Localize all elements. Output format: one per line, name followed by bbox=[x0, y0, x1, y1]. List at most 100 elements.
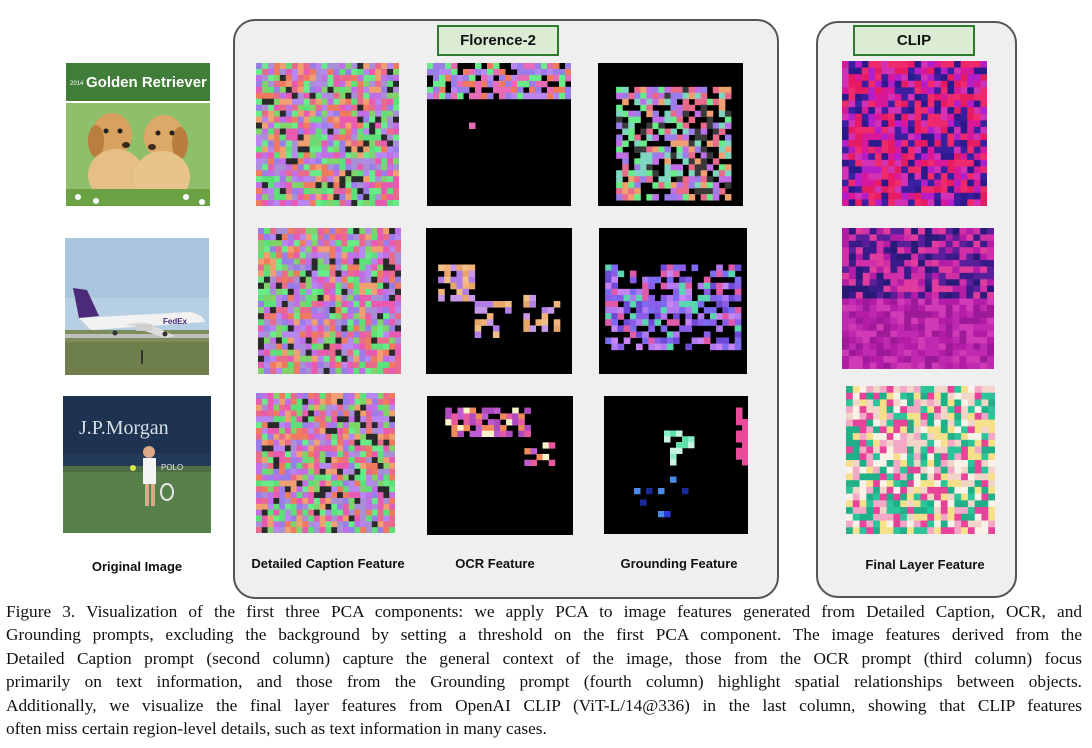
feature-cell bbox=[387, 63, 394, 70]
feature-cell bbox=[634, 92, 641, 100]
feature-cell bbox=[866, 480, 874, 488]
feature-cell bbox=[296, 498, 303, 505]
feature-cell bbox=[861, 173, 869, 181]
feature-cell bbox=[329, 270, 336, 278]
feature-cell bbox=[883, 285, 891, 293]
feature-cell bbox=[712, 188, 720, 195]
feature-cell bbox=[861, 179, 869, 187]
feature-cell bbox=[947, 507, 955, 515]
feature-cell bbox=[616, 170, 623, 177]
feature-cell bbox=[529, 68, 536, 76]
feature-cell bbox=[308, 422, 315, 429]
feature-cell bbox=[907, 186, 915, 194]
feature-cell bbox=[859, 486, 867, 495]
feature-cell bbox=[389, 294, 396, 302]
feature-cell bbox=[279, 164, 287, 171]
feature-cell bbox=[293, 246, 301, 253]
feature-cell bbox=[967, 173, 975, 181]
feature-cell bbox=[273, 468, 280, 476]
feature-cell bbox=[327, 110, 334, 118]
detailed-caption-feature-tennis bbox=[256, 393, 395, 533]
feature-cell bbox=[960, 146, 968, 154]
feature-cell bbox=[371, 503, 379, 511]
feature-cell bbox=[861, 93, 869, 102]
feature-cell bbox=[261, 521, 269, 528]
feature-cell bbox=[960, 100, 968, 108]
feature-cell bbox=[363, 80, 370, 88]
feature-cell bbox=[371, 325, 378, 332]
feature-cell bbox=[900, 439, 908, 448]
feature-cell bbox=[947, 446, 955, 454]
feature-cell bbox=[375, 63, 382, 70]
feature-cell bbox=[927, 133, 935, 141]
feature-cell bbox=[263, 276, 271, 284]
feature-cell bbox=[874, 186, 883, 194]
feature-cell bbox=[371, 258, 378, 265]
feature-cell bbox=[906, 480, 915, 488]
feature-cell bbox=[261, 463, 269, 470]
feature-cell bbox=[279, 416, 286, 423]
feature-cell bbox=[468, 264, 476, 272]
feature-cell bbox=[866, 446, 874, 454]
feature-cell bbox=[258, 325, 265, 332]
feature-cell bbox=[269, 301, 277, 308]
feature-cell bbox=[940, 166, 948, 174]
feature-cell bbox=[341, 228, 348, 235]
feature-cell bbox=[341, 367, 348, 374]
feature-cell bbox=[317, 361, 325, 369]
label-detailed-caption-feature: Detailed Caption Feature bbox=[251, 556, 405, 571]
feature-cell bbox=[329, 246, 336, 253]
feature-cell bbox=[710, 313, 717, 320]
feature-cell bbox=[529, 92, 536, 100]
feature-cell bbox=[285, 68, 293, 76]
feature-cell bbox=[842, 228, 850, 235]
feature-cell bbox=[451, 419, 458, 426]
feature-cell bbox=[688, 92, 696, 100]
feature-cell bbox=[642, 301, 649, 308]
feature-cell bbox=[273, 451, 280, 458]
feature-cell bbox=[894, 173, 902, 181]
feature-cell bbox=[879, 500, 888, 508]
feature-cell bbox=[883, 336, 891, 344]
feature-cell bbox=[284, 509, 292, 516]
feature-cell bbox=[861, 199, 869, 206]
feature-cell bbox=[377, 228, 384, 235]
feature-cell bbox=[359, 337, 366, 345]
feature-cell bbox=[395, 319, 401, 326]
feature-cell bbox=[611, 294, 618, 302]
feature-cell bbox=[348, 410, 355, 417]
feature-cell bbox=[980, 173, 987, 181]
feature-cell bbox=[874, 80, 883, 88]
feature-cell bbox=[724, 134, 732, 141]
feature-cell bbox=[445, 92, 452, 100]
feature-cell bbox=[981, 507, 989, 515]
feature-cell bbox=[634, 110, 641, 118]
feature-cell bbox=[934, 392, 942, 400]
feature-cell bbox=[381, 176, 388, 183]
feature-cell bbox=[914, 120, 922, 128]
feature-cell bbox=[383, 428, 390, 435]
feature-cell bbox=[927, 100, 935, 108]
feature-cell bbox=[927, 473, 935, 481]
feature-cell bbox=[263, 319, 271, 326]
feature-cell bbox=[518, 419, 525, 426]
feature-cell bbox=[927, 67, 935, 75]
feature-cell bbox=[308, 457, 315, 464]
feature-cell bbox=[553, 301, 561, 308]
feature-cell bbox=[269, 282, 277, 290]
feature-cell bbox=[945, 247, 954, 255]
feature-cell bbox=[331, 527, 338, 533]
feature-cell bbox=[676, 104, 684, 112]
feature-cell bbox=[275, 252, 283, 259]
feature-cell bbox=[622, 152, 629, 159]
feature-cell bbox=[333, 146, 340, 153]
feature-cell bbox=[351, 194, 358, 201]
feature-cell bbox=[980, 61, 987, 69]
feature-cell bbox=[862, 234, 871, 242]
caption-line: often miss certain region-level details,… bbox=[6, 719, 547, 739]
feature-cell bbox=[876, 228, 884, 235]
feature-cell bbox=[319, 463, 326, 470]
feature-cell bbox=[980, 126, 987, 134]
feature-cell bbox=[888, 80, 896, 88]
feature-cell bbox=[342, 515, 350, 522]
